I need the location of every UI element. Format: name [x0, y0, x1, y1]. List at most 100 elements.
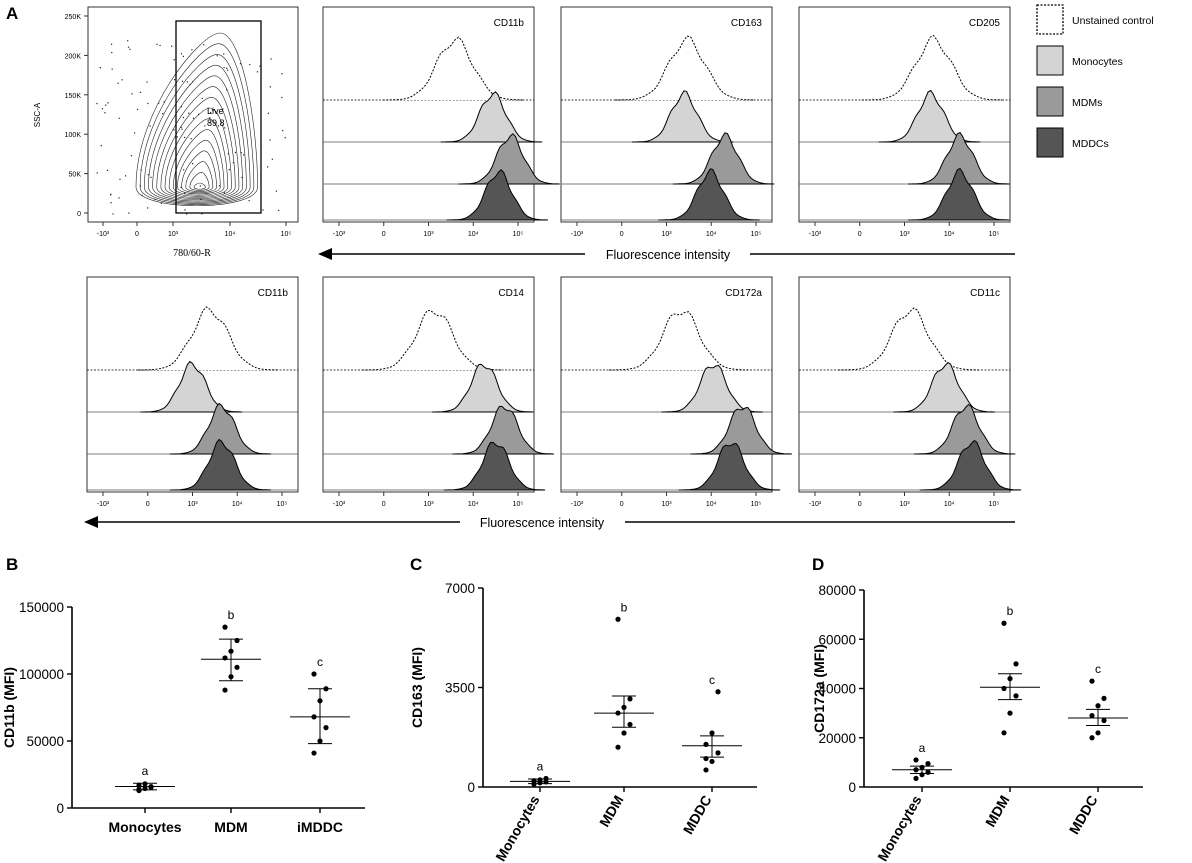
gating-event — [270, 58, 272, 60]
significance-letter: b — [228, 608, 235, 622]
histogram-curve-mdms — [169, 402, 272, 455]
histogram-frame — [798, 6, 1011, 223]
data-point — [323, 686, 329, 692]
histogram-marker-label: CD172a — [725, 288, 762, 299]
data-point — [228, 648, 234, 654]
histogram-curve-monocytes — [140, 360, 242, 413]
data-point — [913, 757, 919, 763]
histogram-curve-unstained — [861, 34, 1003, 101]
histogram-x-tick-label: 10³ — [423, 501, 434, 508]
category-label: iMDDC — [297, 819, 343, 835]
gating-event — [181, 128, 183, 130]
data-point — [621, 704, 627, 711]
gating-event — [110, 43, 113, 45]
gating-event — [129, 48, 131, 50]
gating-event — [226, 89, 228, 91]
data-point — [317, 698, 323, 704]
gating-y-tick-label: 100K — [65, 132, 82, 139]
gating-event — [156, 43, 158, 45]
gating-event — [183, 136, 186, 139]
histogram-x-tick-label: 10³ — [187, 501, 198, 508]
data-point — [615, 616, 621, 622]
significance-letter: a — [537, 759, 544, 773]
scatter-charts: 0 50000 100000 150000 CD11b (MFI) Monocytes a M… — [1, 581, 1143, 863]
y-tick-label: 40000 — [818, 682, 856, 697]
histogram-curve-mdms — [458, 133, 560, 185]
legend-label: MDMs — [1072, 97, 1102, 109]
significance-letter: c — [1095, 662, 1101, 676]
gating-contour — [139, 43, 255, 205]
gating-x-tick-label: 10⁵ — [281, 231, 292, 238]
histogram-curve-mdms — [913, 403, 1016, 455]
gating-y-tick-label: 200K — [65, 53, 82, 60]
gating-event — [173, 59, 175, 61]
gating-event — [190, 138, 192, 140]
gating-event — [211, 109, 214, 111]
gating-event — [188, 112, 190, 114]
data-point — [311, 714, 317, 720]
scatter-chart-d: 0 20000 40000 60000 80000 CD172a (MFI) Monocyt… — [811, 583, 1143, 863]
histogram-curve-unstained — [615, 35, 756, 101]
histogram-x-tick-label: 10⁴ — [232, 501, 243, 508]
gating-event — [176, 136, 178, 138]
histogram-x-tick-label: 10³ — [899, 231, 910, 238]
gating-event — [228, 169, 230, 171]
gating-y-tick-label: 250K — [65, 14, 82, 21]
fluorescence-arrow-top: Fluorescence intensity — [318, 248, 1015, 262]
histogram-curve-mddcs — [169, 438, 272, 491]
gating-event — [203, 44, 205, 46]
category-label: MDDC — [1066, 793, 1101, 837]
gating-event — [181, 80, 184, 82]
data-point — [913, 775, 919, 781]
y-tick-label: 100000 — [19, 667, 64, 682]
gating-event — [139, 91, 142, 94]
y-axis-label: CD172a (MFI) — [811, 644, 827, 733]
histogram-panel-cd172a: CD172a -10³ 0 10³ 10⁴ 10⁵ — [560, 276, 792, 508]
gating-x-tick-label: 10³ — [168, 231, 179, 238]
gating-event — [124, 175, 127, 177]
data-point — [1101, 695, 1107, 701]
gate-value: 89,8 — [207, 118, 225, 128]
data-point — [142, 781, 148, 787]
significance-letter: b — [1007, 604, 1014, 618]
gating-contour — [177, 139, 221, 195]
data-point — [311, 750, 317, 756]
gating-event — [118, 197, 120, 199]
y-tick-label: 0 — [848, 780, 856, 795]
gating-contour — [189, 171, 210, 191]
data-point — [1013, 693, 1019, 699]
gating-event — [180, 186, 182, 188]
histogram-curve-monocytes — [440, 91, 543, 143]
gating-event — [281, 73, 283, 75]
gating-contour — [185, 161, 214, 192]
gating-event — [282, 130, 284, 132]
gating-y-tick-label: 50K — [69, 172, 82, 179]
gating-event — [183, 192, 186, 194]
gating-event — [154, 198, 156, 201]
gating-contour — [181, 150, 217, 194]
data-point — [136, 782, 142, 788]
gating-event — [134, 132, 136, 134]
gating-event — [180, 106, 182, 108]
y-tick-label: 80000 — [818, 583, 856, 598]
gating-event — [146, 81, 148, 83]
data-point — [709, 730, 715, 736]
gating-event — [234, 151, 237, 154]
data-point — [537, 777, 543, 783]
histogram-curve-mddcs — [908, 167, 1010, 221]
gating-y-tick-label: 150K — [65, 93, 82, 100]
gating-event — [111, 68, 113, 70]
histogram-x-tick-label: -10³ — [809, 231, 822, 238]
significance-letter: c — [317, 655, 323, 669]
data-point — [1095, 703, 1101, 709]
gating-event — [226, 69, 229, 71]
histogram-panel-cd205: CD205 -10³ 0 10³ 10⁴ 10⁵ — [798, 6, 1011, 238]
gating-event — [147, 102, 149, 105]
data-point — [234, 637, 240, 644]
gating-event — [184, 209, 186, 211]
gating-contour — [156, 86, 240, 201]
histogram-x-tick-label: 10⁵ — [513, 231, 524, 238]
data-point — [925, 769, 931, 775]
data-point — [1001, 685, 1007, 692]
